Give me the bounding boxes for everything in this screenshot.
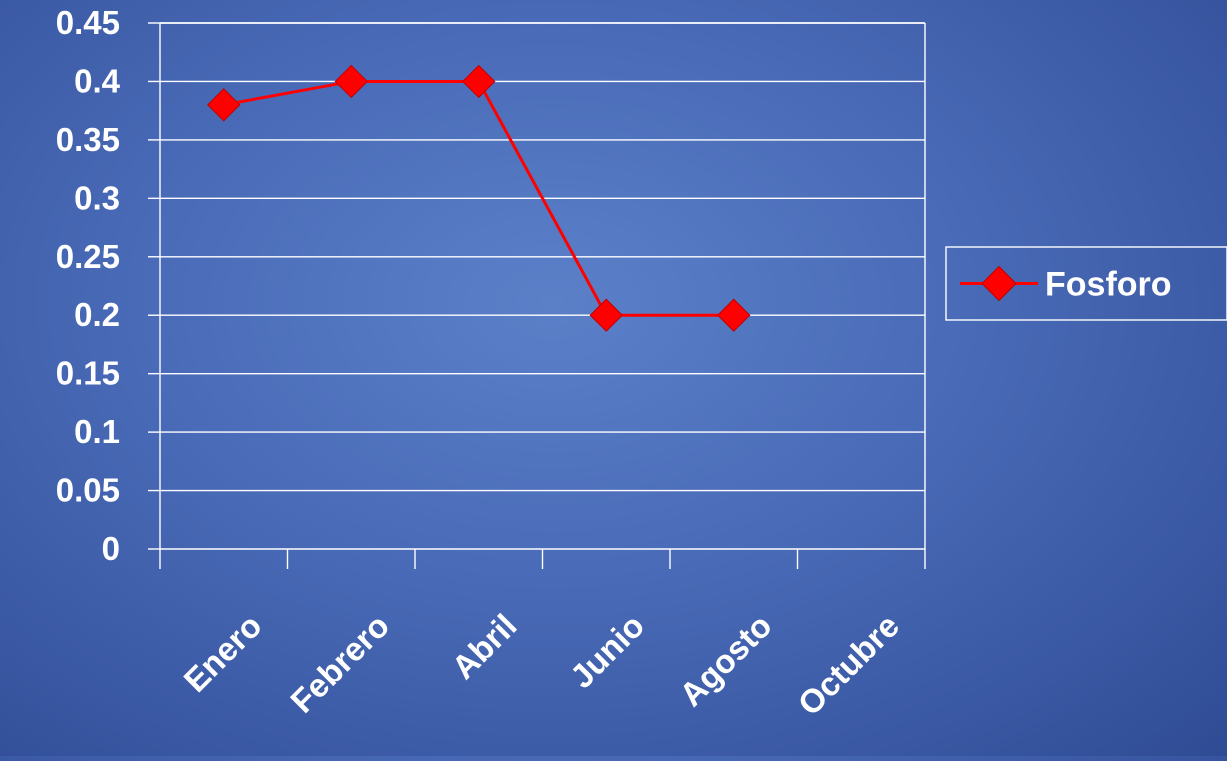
data-point	[589, 298, 623, 332]
y-tick-label: 0.2	[74, 296, 120, 333]
y-tick-label: 0.45	[56, 4, 120, 41]
legend-box	[945, 246, 1227, 321]
y-tick-label: 0.05	[56, 472, 120, 509]
x-tick-label: Junio	[563, 607, 651, 695]
legend: Fosforo	[945, 246, 1227, 321]
legend-marker	[981, 265, 1017, 302]
data-point	[334, 64, 368, 99]
x-tick-label: Febrero	[283, 607, 396, 720]
data-point	[717, 298, 751, 332]
x-tick-label: Octubre	[791, 607, 907, 723]
data-point	[207, 88, 241, 122]
y-tick-label: 0.15	[56, 355, 120, 392]
legend-label: Fosforo	[1045, 266, 1172, 304]
grid-layer	[160, 22, 925, 492]
x-tick-label: Abril	[444, 607, 523, 686]
label-layer: 0 0.05 0.1 0.15 0.2 0.25 0.3 0.35 0.4 0.45 Enero Fe…	[56, 4, 906, 722]
x-tick-label: Enero	[176, 607, 268, 699]
x-tick-label: Agosto	[672, 607, 779, 714]
y-tick-label: 0.35	[56, 121, 120, 158]
y-tick-label: 0	[102, 530, 120, 567]
y-tick-label: 0.1	[74, 413, 120, 450]
data-point	[462, 64, 496, 99]
y-tick-label: 0.4	[74, 62, 121, 99]
y-tick-label: 0.25	[56, 238, 120, 275]
axis-layer	[148, 22, 926, 569]
y-tick-label: 0.3	[74, 179, 120, 216]
series-layer	[207, 64, 751, 332]
